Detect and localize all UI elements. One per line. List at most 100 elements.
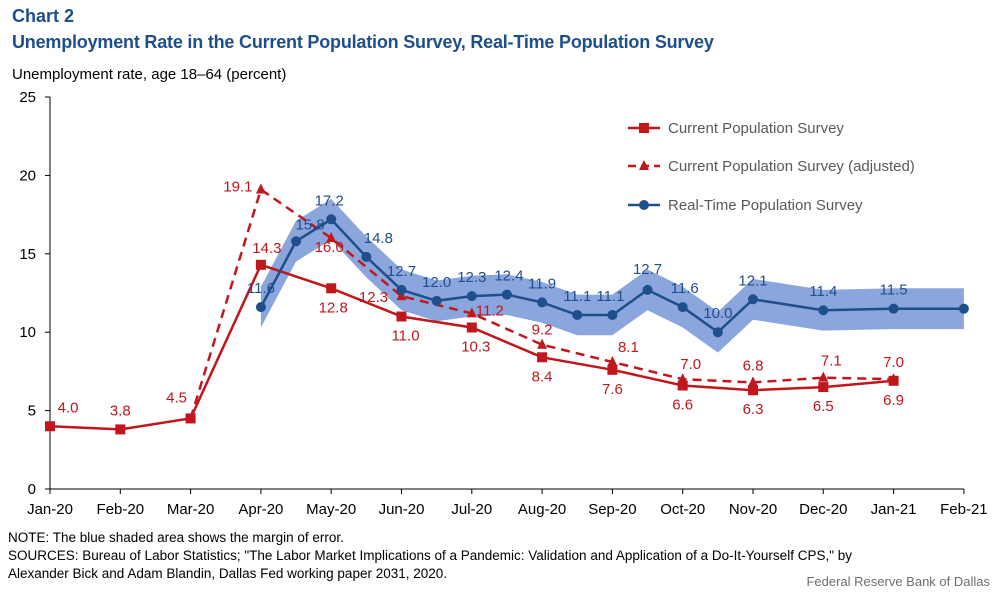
rtps-point [291, 236, 302, 247]
rtps-point [572, 309, 583, 320]
rtps-point [326, 214, 337, 225]
rtps-point [501, 289, 512, 300]
cps-adjusted-point [607, 355, 618, 366]
cps-adjusted-data-label: 8.1 [618, 339, 639, 356]
rtps-data-label: 11.9 [528, 275, 556, 292]
y-tick-label: 5 [28, 403, 36, 420]
rtps-point [818, 305, 829, 316]
cps-adjusted-point [818, 371, 829, 382]
x-tick-label: Feb-21 [940, 501, 988, 518]
cps-adjusted-point [888, 373, 899, 384]
cps-point [255, 259, 266, 270]
cps-point [466, 322, 477, 333]
cps-point [607, 364, 618, 375]
rtps-data-label: 12.7 [387, 263, 416, 280]
cps-point [45, 421, 55, 432]
cps-data-label: 12.8 [319, 299, 348, 316]
cps-adjusted-data-label: 7.1 [821, 353, 842, 370]
sources-line-1: SOURCES: Bureau of Labor Statistics; "Th… [8, 548, 853, 563]
cps-data-label: 3.8 [110, 402, 131, 419]
cps-adjusted-point [537, 338, 548, 349]
rtps-point [677, 302, 688, 313]
rtps-point [958, 303, 969, 314]
note-text: NOTE: The blue shaded area shows the mar… [8, 530, 344, 545]
cps-adjusted-data-label: 19.1 [223, 179, 252, 196]
legend-rtps-label: Real-Time Population Survey [668, 197, 863, 214]
x-tick-label: May-20 [306, 501, 356, 518]
cps-data-label: 4.0 [58, 399, 79, 416]
cps-data-label: 8.4 [532, 368, 553, 385]
rtps-point [607, 309, 618, 320]
x-tick-label: Jul-20 [451, 501, 492, 518]
x-tick-label: Aug-20 [518, 501, 566, 518]
rtps-point [712, 327, 723, 338]
x-tick-label: Jan-21 [871, 501, 917, 518]
rtps-data-label: 11.1 [563, 288, 591, 305]
cps-adjusted-data-label: 6.8 [743, 357, 764, 374]
cps-point [115, 424, 126, 435]
cps-point [818, 382, 829, 393]
rtps-point [396, 284, 407, 295]
cps-data-label: 6.5 [813, 398, 834, 415]
rtps-data-label: 11.6 [247, 280, 275, 297]
cps-data-label: 6.6 [672, 397, 693, 414]
cps-point [748, 385, 758, 396]
rtps-point [255, 302, 266, 313]
rtps-point [642, 284, 653, 295]
legend-cps-label: Current Population Survey [668, 120, 844, 137]
rtps-data-label: 12.1 [738, 272, 767, 289]
cps-adjusted-point [466, 307, 477, 318]
x-tick-label: Feb-20 [97, 501, 145, 518]
cps-adjusted-point [326, 232, 337, 243]
chart-title: Unemployment Rate in the Current Populat… [12, 32, 714, 52]
rtps-data-label: 15.8 [295, 216, 324, 233]
x-tick-label: Oct-20 [660, 501, 705, 518]
line-chart: 0 5 10 15 20 25 Jan-20 Feb-20 Mar-20 Apr-20 May-20… [19, 89, 988, 518]
cps-data-label: 7.6 [602, 381, 623, 398]
x-tick-label: Mar-20 [167, 501, 215, 518]
cps-point [537, 352, 548, 363]
rtps-data-label: 12.0 [422, 274, 451, 291]
rtps-data-label: 11.4 [809, 283, 837, 300]
rtps-data-label: 11.6 [671, 280, 699, 297]
cps-adjusted-data-label: 11.2 [476, 302, 504, 319]
cps-data-label: 4.5 [166, 389, 187, 406]
cps-data-label: 10.3 [461, 338, 490, 355]
cps-adjusted-data-label: 7.0 [883, 354, 904, 371]
y-tick-label: 25 [19, 89, 36, 106]
rtps-data-label: 11.5 [880, 282, 908, 299]
cps-adjusted-data-label: 12.3 [359, 289, 388, 306]
rtps-data-label: 10.0 [703, 305, 732, 322]
cps-data-label: 6.9 [883, 392, 904, 409]
cps-adjusted-data-label: 7.0 [680, 356, 701, 373]
cps-adjusted-point [677, 373, 688, 384]
legend-cps-marker [639, 123, 649, 133]
legend-rtps-marker [639, 200, 649, 210]
x-tick-label: Apr-20 [238, 501, 283, 518]
footnote: NOTE: The blue shaded area shows the mar… [8, 529, 993, 583]
rtps-data-label: 12.7 [633, 261, 662, 278]
cps-data-label: 14.3 [252, 240, 281, 257]
rtps-data-label: 12.4 [494, 268, 523, 285]
rtps-data-label: 14.8 [364, 230, 393, 247]
y-axis-label: Unemployment rate, age 18–64 (percent) [12, 66, 287, 83]
cps-point [326, 283, 337, 294]
rtps-point [748, 294, 758, 305]
cps-point [396, 311, 407, 322]
rtps-data-label: 12.3 [457, 269, 486, 286]
rtps-point [888, 303, 899, 314]
x-tick-label: Jan-20 [27, 501, 73, 518]
cps-adjusted-data-label: 16.0 [315, 239, 344, 256]
cps-adjusted-data-label: 9.2 [532, 322, 553, 339]
rtps-point [466, 291, 477, 302]
margin-of-error-band [260, 198, 964, 353]
cps-point [185, 413, 196, 424]
legend-cps-adjusted-marker [639, 160, 649, 170]
x-tick-label: Jun-20 [379, 501, 425, 518]
chart-kicker: Chart 2 [12, 6, 75, 26]
rtps-data-label: 11.1 [596, 288, 624, 305]
sources-line-2: Alexander Bick and Adam Blandin, Dallas … [8, 566, 448, 581]
cps-point [677, 380, 688, 391]
y-tick-label: 20 [19, 167, 36, 184]
y-tick-label: 0 [28, 481, 36, 498]
